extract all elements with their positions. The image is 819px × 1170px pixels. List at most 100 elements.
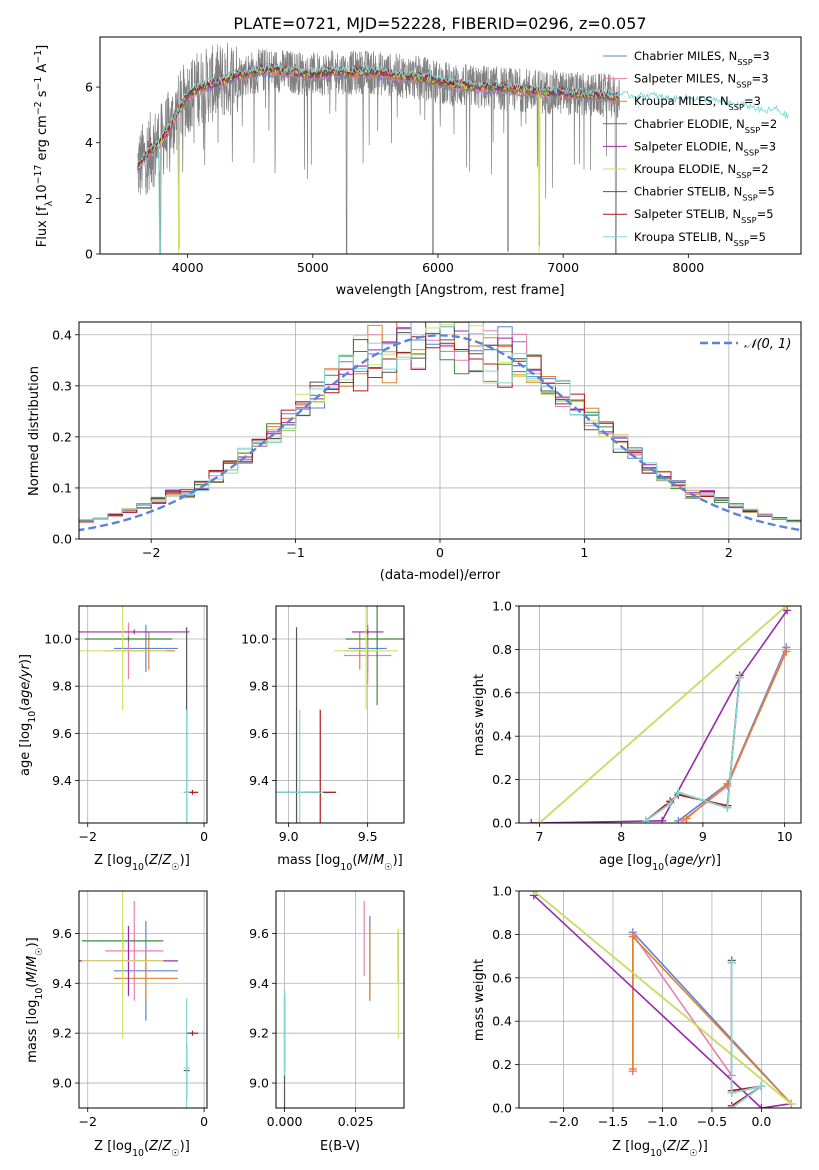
y-axis-label-part: erg cm	[35, 115, 50, 164]
point-marker	[783, 606, 792, 615]
plot-spectrum: 4000 5000 6000 7000 8000 0 2 4 6 Chabrier MILES, …	[33, 36, 802, 298]
x-tick-label: −1	[286, 545, 304, 560]
point-marker	[628, 932, 637, 941]
point-marker	[735, 673, 744, 682]
legend-label-part: SSP	[734, 238, 749, 248]
x-axis-label-part: Z [log	[94, 1139, 132, 1154]
x-tick-label: −1.5	[598, 1114, 628, 1129]
y-tick-label: 1.0	[492, 884, 512, 899]
point-marker	[527, 819, 536, 823]
legend-label-salpeter-stelib: Salpeter STELIB, NSSP=5	[634, 207, 774, 225]
x-tick-label: 10	[777, 829, 793, 844]
y-tick-label: 0.0	[492, 816, 512, 831]
x-axis-label: Z [log10(Z/Z☉)]	[612, 1139, 708, 1159]
x-axis-label-part: )]	[393, 853, 403, 868]
series-kroupa-stelib	[727, 958, 766, 1108]
legend-label-part: =2	[752, 162, 769, 176]
plot-age_vs_Z: −2 09.49.69.810.0Z [log10(Z/Z☉)]age [log1…	[18, 605, 208, 873]
histogram-kroupa-stelib	[79, 322, 801, 524]
normal-legend-label: 𝒩(0, 1)	[744, 337, 791, 352]
y-axis-label-part: Flux [f	[35, 206, 50, 247]
y-axis-label-part: (	[18, 706, 33, 711]
y-tick-label: 9.0	[249, 1076, 269, 1091]
y-tick-label: 10.0	[241, 632, 269, 647]
legend-label-part: Kroupa STELIB, N	[634, 230, 734, 244]
x-tick-label: −0.5	[697, 1114, 727, 1129]
axes-frame	[78, 605, 208, 824]
y-tick-label: 10.0	[44, 632, 72, 647]
x-axis-label: age [log10(age/yr)]	[599, 853, 721, 873]
x-axis-label: Z [log10(Z/Z☉)]	[94, 1139, 190, 1159]
point-marker	[674, 788, 683, 797]
series-line	[730, 960, 762, 1108]
y-axis-label-part: −1	[33, 77, 44, 91]
y-tick-label: 0.2	[52, 429, 72, 444]
axes-frame	[275, 890, 405, 1109]
legend-label-part: SSP	[745, 125, 760, 135]
x-axis-label: wavelength [Angstrom, rest frame]	[336, 283, 565, 298]
y-axis-label-part: 10	[34, 988, 45, 1000]
errorbar-kroupa-elodie	[79, 606, 167, 710]
x-axis-label-part: /	[158, 1139, 163, 1154]
legend-label-part: =3	[753, 49, 770, 63]
x-tick-label: 7	[535, 829, 543, 844]
series-line	[533, 894, 792, 1108]
x-tick-label: 8000	[672, 260, 704, 275]
y-tick-label: 9.2	[249, 1026, 269, 1041]
point-marker	[723, 803, 732, 812]
x-axis-label-part: (	[352, 853, 357, 868]
x-axis-label: mass [log10(M/M☉)]	[277, 853, 403, 873]
y-axis-label-part: −1	[33, 50, 44, 64]
x-axis-label-part: Z	[148, 1139, 159, 1154]
y-axis-label-part: M	[25, 956, 40, 967]
x-axis-label-part: (	[144, 853, 149, 868]
x-axis-label-part: M	[357, 853, 368, 868]
y-axis-label-part: ]	[35, 45, 50, 50]
errorbar-kroupa-elodie	[81, 891, 164, 1039]
plot-area	[276, 606, 404, 823]
legend-label-part: =3	[759, 139, 776, 153]
x-axis-label-part: (	[144, 1139, 149, 1154]
y-axis-label-part: A	[35, 64, 50, 77]
x-axis-label-part: Z	[161, 1139, 172, 1154]
point-marker	[658, 816, 667, 823]
point-marker	[641, 816, 650, 823]
y-tick-label: 0.6	[492, 685, 512, 700]
point-marker	[782, 606, 791, 610]
series-line	[677, 646, 788, 822]
x-tick-label: 7000	[547, 260, 579, 275]
x-axis-label-part: )]	[180, 1139, 190, 1154]
x-axis-label-part: /	[676, 1139, 681, 1154]
x-axis-label: (data-model)/error	[380, 568, 501, 583]
y-axis-label-part: (	[25, 983, 40, 988]
x-tick-label: −2	[79, 1114, 97, 1129]
legend-label-kroupa-elodie: Kroupa ELODIE, NSSP=2	[634, 162, 769, 180]
x-axis-label-part: (	[662, 1139, 667, 1154]
legend-label-chabrier-elodie: Chabrier ELODIE, NSSP=2	[634, 117, 777, 135]
y-tick-label: 9.8	[249, 679, 269, 694]
y-tick-label: 0.0	[52, 532, 72, 547]
errorbar-salpeter-miles	[343, 627, 392, 684]
x-tick-label: 0.000	[267, 1114, 303, 1129]
errorbar-salpeter-stelib	[186, 1030, 199, 1036]
x-tick-label: 4000	[172, 260, 204, 275]
y-tick-label: 9.0	[52, 1076, 72, 1091]
x-axis-label: Z [log10(Z/Z☉)]	[94, 853, 190, 873]
legend-label-part: =5	[757, 207, 774, 221]
y-tick-label: 0.8	[492, 642, 512, 657]
point-marker	[529, 891, 538, 895]
y-tick-label: 0.4	[52, 327, 72, 342]
errorbar-chabrier-elodie	[345, 606, 404, 706]
x-axis-label-part: 10	[652, 862, 664, 873]
series-line	[645, 675, 741, 822]
y-tick-label: 1.0	[492, 599, 512, 614]
point-marker	[757, 1082, 766, 1091]
legend-label-part: Chabrier MILES, N	[634, 49, 737, 63]
x-tick-label: 5000	[297, 260, 329, 275]
x-axis-label-part: Z [log	[94, 853, 132, 868]
errorbar-chabrier-elodie	[84, 636, 173, 642]
x-axis-label-part: age/yr	[669, 853, 712, 868]
y-axis-label-part: 10	[35, 184, 50, 201]
